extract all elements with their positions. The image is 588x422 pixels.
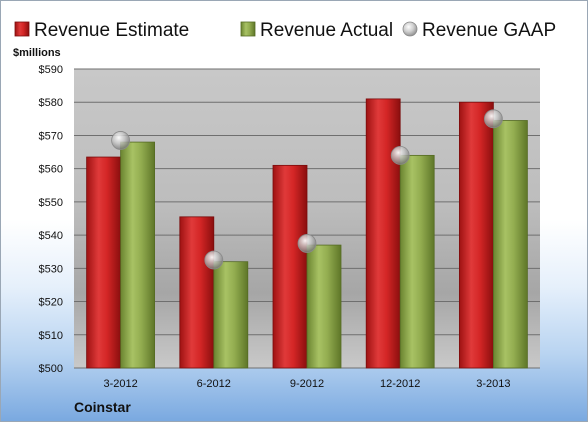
bar-revenue-estimate-3-2012 [86,156,121,369]
marker-revenue-gaap-6-2012 [204,250,224,270]
x-axis-ticks: 3-2012 6-2012 9-2012 12-2012 3-2013 [103,378,510,390]
marker-revenue-gaap-12-2012 [390,145,410,165]
bar-revenue-estimate-3-2013 [458,101,494,369]
y-tick-label: $520 [39,297,63,309]
x-tick-label: 6-2012 [197,378,231,390]
bars [86,98,528,369]
y-tick-label: $580 [39,97,63,109]
y-tick-label: $560 [39,164,63,176]
legend-label-revenue-actual: Revenue Actual [260,20,393,41]
bar-revenue-actual-3-2013 [492,120,528,369]
gaap-markers [111,109,503,270]
marker-revenue-gaap-3-2012 [111,131,130,150]
legend-swatch-revenue-gaap [402,21,418,37]
bar-revenue-actual-12-2012 [399,154,435,369]
y-tick-label: $550 [39,197,63,209]
y-tick-label: $590 [39,64,63,76]
y-tick-label: $530 [39,263,63,275]
marker-revenue-gaap-9-2012 [297,234,317,253]
bar-revenue-actual-3-2012 [120,141,155,369]
legend-swatch-revenue-actual [240,21,256,37]
bar-revenue-estimate-12-2012 [365,98,401,369]
x-tick-label: 12-2012 [380,378,420,390]
bar-revenue-actual-9-2012 [306,244,342,369]
legend: Revenue Estimate Revenue Actual Revenue GA… [14,20,556,41]
x-tick-label: 3-2012 [103,378,137,390]
legend-label-revenue-estimate: Revenue Estimate [34,20,189,41]
bar-revenue-actual-6-2012 [213,261,249,369]
legend-label-revenue-gaap: Revenue GAAP [422,20,556,41]
x-tick-label: 3-2013 [476,378,510,390]
company-name: Coinstar [74,399,131,415]
bar-revenue-estimate-6-2012 [179,216,215,369]
y-axis-unit-label: $millions [13,47,61,59]
y-axis-ticks: $500 $510 $520 $530 $540 $550 $560 $570 $580 $590 [39,64,63,375]
y-tick-label: $500 [39,363,63,375]
marker-revenue-gaap-3-2013 [483,109,503,129]
y-tick-label: $510 [39,330,63,342]
legend-swatch-revenue-estimate [14,21,30,37]
y-tick-label: $540 [39,230,63,242]
bar-revenue-estimate-9-2012 [272,164,308,369]
y-tick-label: $570 [39,130,63,142]
x-tick-label: 9-2012 [290,378,324,390]
